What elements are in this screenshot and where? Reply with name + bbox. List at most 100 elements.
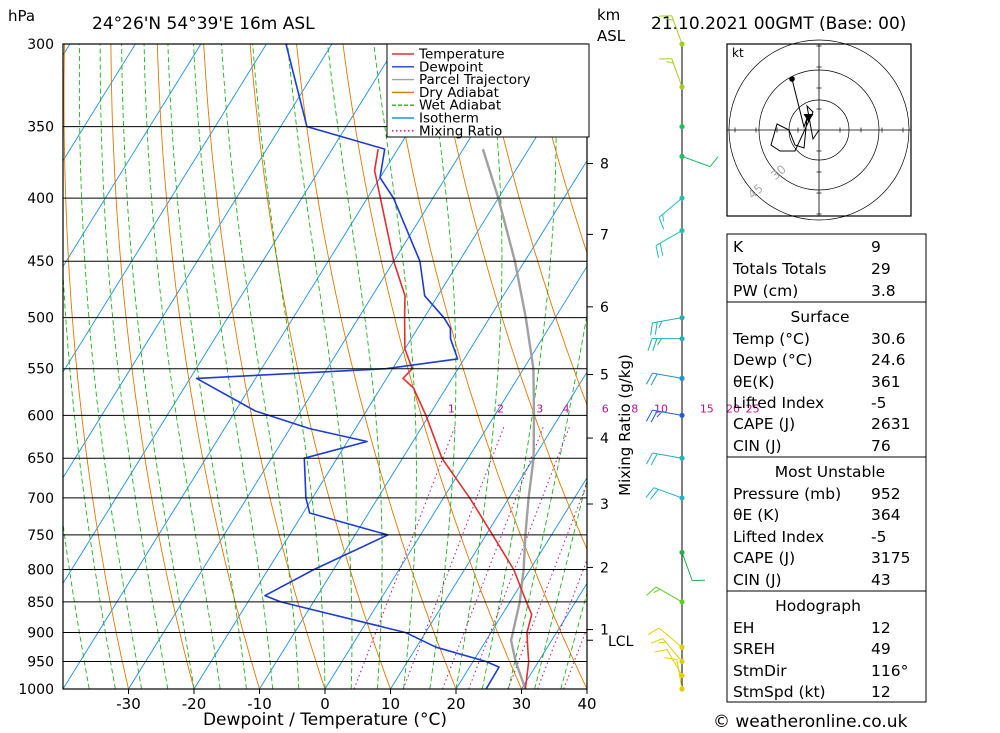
location-title: 24°26'N 54°39'E 16m ASL [92, 14, 315, 34]
wind-barb [650, 315, 685, 336]
wet-adiabat-line [167, 44, 247, 689]
index-label-k: K [733, 238, 744, 256]
mixing-ratio-label: 6 [602, 402, 609, 415]
km-unit-label: km [597, 6, 620, 24]
dewpoint-line [195, 44, 500, 689]
legend-label: Isotherm [419, 111, 479, 127]
plot-frame [62, 43, 588, 690]
pressure-tick-label: 600 [27, 408, 54, 424]
hodograph-unit: kt [732, 46, 744, 60]
km-tick-label: 3 [600, 497, 609, 513]
mixing-ratio-label: 2 [497, 402, 504, 415]
wet-adiabat-line [426, 44, 457, 689]
pressure-tick-label: 900 [27, 626, 54, 642]
index-label-pw: PW (cm) [733, 282, 798, 300]
dry-adiabat-line [342, 44, 522, 689]
pressure-tick-label: 350 [27, 120, 54, 136]
pressure-tick-label: 550 [27, 362, 54, 378]
storm-motion-marker [803, 114, 814, 122]
mu-value-thetae: 364 [871, 506, 901, 524]
wind-barb [659, 15, 685, 47]
wind-barb [658, 195, 685, 230]
datetime-title: 21.10.2021 00GMT (Base: 00) [651, 14, 906, 34]
mu-label-thetae: θE (K) [733, 506, 779, 524]
sounding-profiles [195, 44, 536, 689]
dry-adiabat-line [203, 44, 326, 689]
km-tick-label: 7 [600, 227, 609, 243]
surface-value-li: -5 [871, 394, 886, 412]
x-tick-label: -30 [116, 695, 141, 713]
index-label-tt: Totals Totals [732, 260, 826, 278]
isotherm-line [63, 44, 398, 585]
hodograph-end-marker [789, 76, 795, 82]
hodo-value-sreh: 49 [871, 640, 891, 658]
hodograph-trace [770, 76, 820, 152]
isotherm-line [0, 44, 4, 689]
hodo-label-stmspd: StmSpd (kt) [733, 683, 826, 701]
hodo-label-eh: EH [733, 619, 754, 637]
wind-barb [654, 648, 685, 679]
surface-label-temp: Temp (°C) [732, 330, 810, 348]
pressure-tick-label: 950 [27, 655, 54, 671]
hodo-stats-title: Hodograph [775, 597, 861, 615]
legend-label: Temperature [418, 47, 505, 63]
mixing-ratio-line [468, 425, 571, 689]
isotherm-line [63, 44, 202, 268]
wind-barb [645, 487, 685, 501]
surface-label-li: Lifted Index [733, 394, 824, 412]
km-tick-label: 6 [600, 300, 609, 316]
wind-barb [679, 123, 685, 130]
hodograph-stats-box [726, 590, 927, 703]
x-tick-label: -10 [247, 695, 272, 713]
index-value-k: 9 [871, 238, 881, 256]
surface-title: Surface [790, 308, 849, 326]
isotherm-line [128, 44, 529, 689]
wet-adiabat-line [252, 44, 326, 689]
lcl-label: LCL [608, 634, 634, 650]
hodo-value-eh: 12 [871, 619, 891, 637]
hodo-label-stmdir: StmDir [733, 662, 787, 680]
surface-label-thetae: θE(K) [733, 373, 775, 391]
mixing-ratio-label: 1 [448, 402, 455, 415]
mu-value-li: -5 [871, 528, 886, 546]
parcel-trajectory-line [481, 148, 536, 689]
pressure-tick-label: 650 [27, 451, 54, 467]
dry-adiabat-line [296, 44, 457, 689]
mu-value-cin: 43 [871, 571, 891, 589]
dry-adiabat-line [946, 44, 1000, 689]
wind-barb [645, 409, 685, 423]
pressure-tick-label: 300 [27, 37, 54, 53]
stats-table: K 9 Totals Totals 29 PW (cm) 3.8 Surface… [726, 233, 927, 703]
legend-label: Parcel Trajectory [419, 72, 531, 88]
km-tick-label: 1 [600, 623, 609, 639]
dry-adiabat-line [528, 44, 587, 255]
dry-adiabat-line [900, 44, 1000, 689]
x-tick-label: 0 [320, 695, 330, 713]
surface-label-cape: CAPE (J) [733, 415, 795, 433]
wet-adiabat-line [287, 44, 353, 689]
mu-label-pressure: Pressure (mb) [733, 485, 841, 503]
hodo-label-sreh: SREH [733, 640, 775, 658]
dry-adiabat-line [481, 44, 587, 406]
pressure-axis: 300 350 400 450 500 550 600 650 700 750 800 850 900 9… [18, 37, 54, 698]
surface-value-temp: 30.6 [871, 330, 906, 348]
mixing-ratio-label: 4 [562, 402, 569, 415]
pressure-grid [63, 43, 587, 690]
wind-barb [679, 549, 705, 582]
hodo-value-stmdir: 116° [871, 662, 908, 680]
copyright-link[interactable]: © weatheronline.co.uk [713, 712, 908, 732]
mixing-ratio-label: 20 [726, 402, 740, 415]
temperature-axis: -30 -20 -10 0 10 20 30 40 [116, 689, 597, 713]
wet-adiabat-line [63, 266, 116, 689]
pressure-tick-label: 500 [27, 311, 54, 327]
isotherm-line [390, 371, 587, 689]
asl-unit-label: ASL [597, 27, 626, 45]
wind-barb [647, 627, 685, 650]
km-tick-label: 5 [600, 368, 609, 384]
dry-adiabat-line [63, 44, 129, 689]
wind-barb [655, 227, 685, 259]
mixing-ratio-line [442, 425, 545, 689]
mu-label-cin: CIN (J) [733, 571, 782, 589]
index-value-tt: 29 [871, 260, 891, 278]
